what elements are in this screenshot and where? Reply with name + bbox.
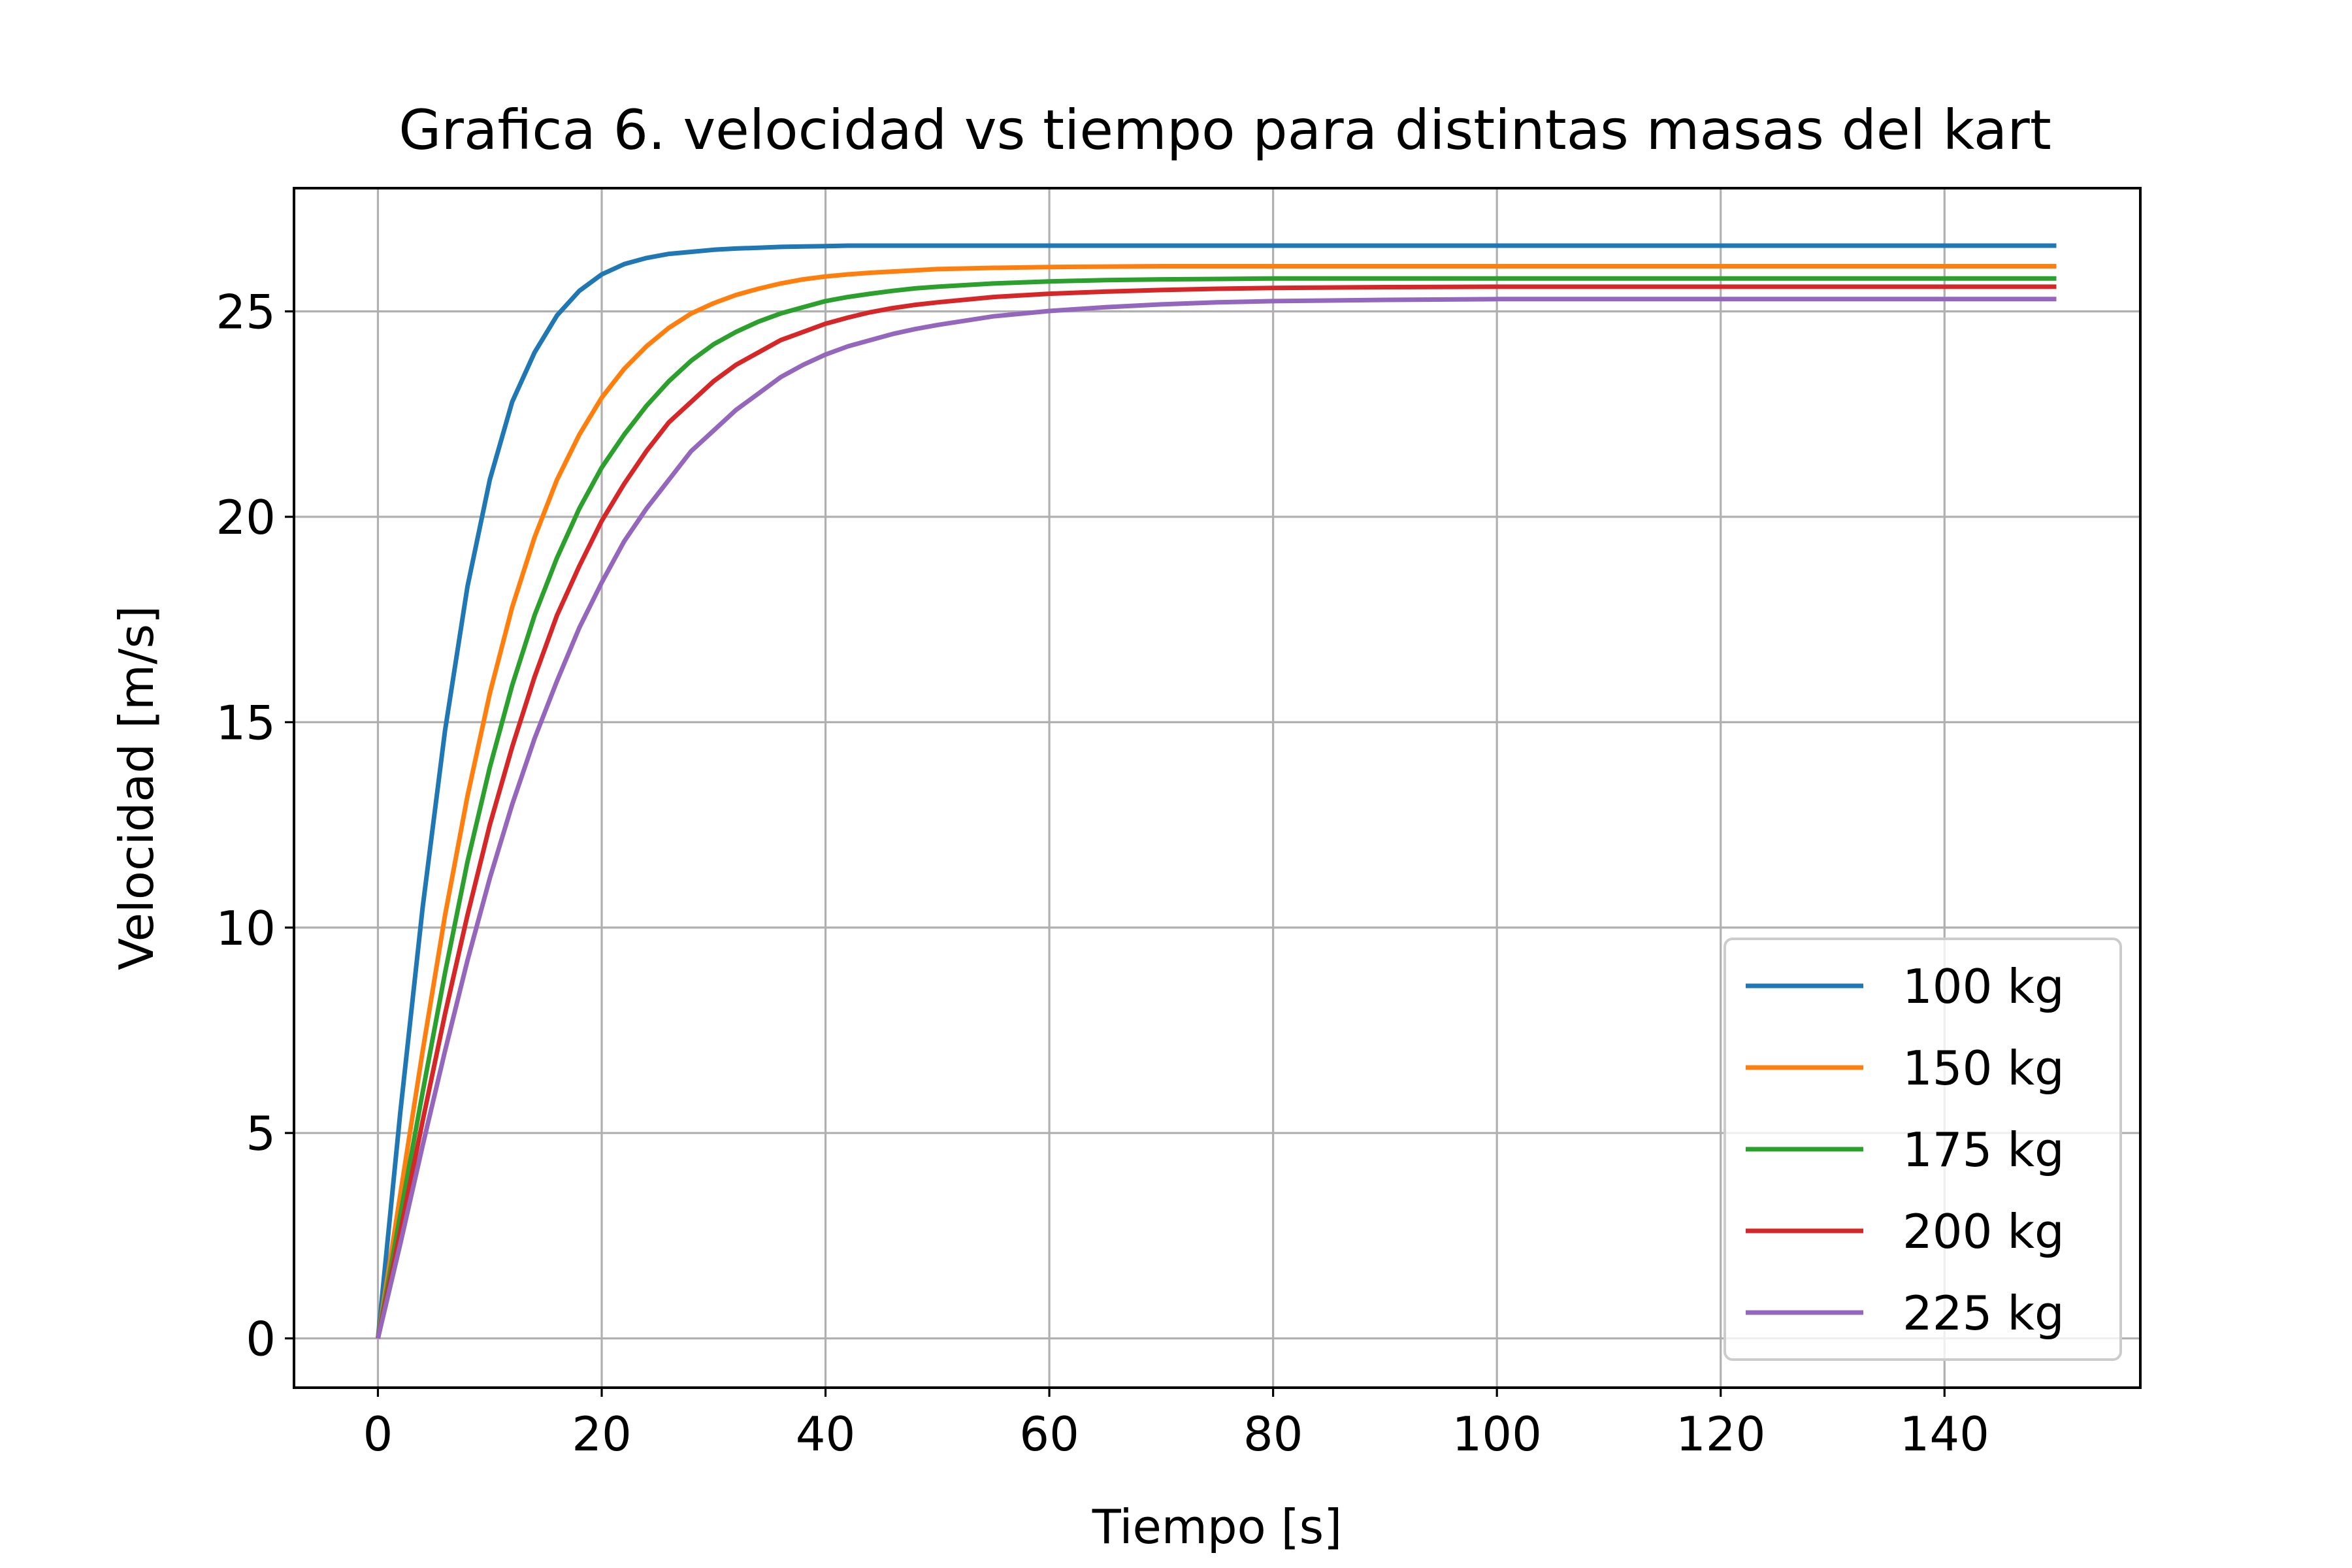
x-axis-ticks: 0 20 40 60 80 100 120 140 <box>363 1388 1989 1462</box>
y-tick-label: 0 <box>246 1312 276 1367</box>
x-axis-label: Tiempo [s] <box>1092 1499 1343 1554</box>
legend-label: 150 kg <box>1903 1041 2065 1096</box>
series-line-2 <box>376 276 2057 1339</box>
chart-title: Grafica 6. velocidad vs tiempo para dist… <box>399 98 2051 162</box>
x-tick-label: 40 <box>796 1407 856 1462</box>
legend-box <box>1723 938 2122 1361</box>
legend-label: 100 kg <box>1903 959 2065 1014</box>
y-tick-label: 10 <box>216 901 276 956</box>
plot-frame <box>293 187 2142 1389</box>
series-lines <box>376 243 2057 1339</box>
y-axis-ticks: 0 5 10 15 20 25 <box>216 285 294 1367</box>
y-tick-label: 15 <box>216 695 276 750</box>
y-tick-label: 20 <box>216 490 276 545</box>
series-line-0 <box>376 243 2057 1339</box>
series-line-3 <box>376 284 2057 1339</box>
legend-label: 200 kg <box>1903 1204 2065 1259</box>
x-tick-label: 140 <box>1900 1407 1989 1462</box>
x-tick-label: 80 <box>1243 1407 1303 1462</box>
legend: 100 kg 150 kg 175 kg 200 kg 225 kg <box>1723 938 2122 1361</box>
legend-label: 175 kg <box>1903 1122 2065 1177</box>
legend-label: 225 kg <box>1903 1286 2065 1341</box>
x-tick-label: 100 <box>1452 1407 1541 1462</box>
x-tick-label: 60 <box>1019 1407 1079 1462</box>
x-tick-label: 0 <box>363 1407 393 1462</box>
x-tick-label: 20 <box>572 1407 632 1462</box>
y-tick-label: 25 <box>216 285 276 340</box>
series-line-4 <box>376 297 2057 1339</box>
y-axis-label: Velocidad [m/s] <box>109 606 164 970</box>
x-tick-label: 120 <box>1676 1407 1765 1462</box>
series-line-1 <box>376 264 2057 1339</box>
y-tick-label: 5 <box>246 1106 276 1161</box>
